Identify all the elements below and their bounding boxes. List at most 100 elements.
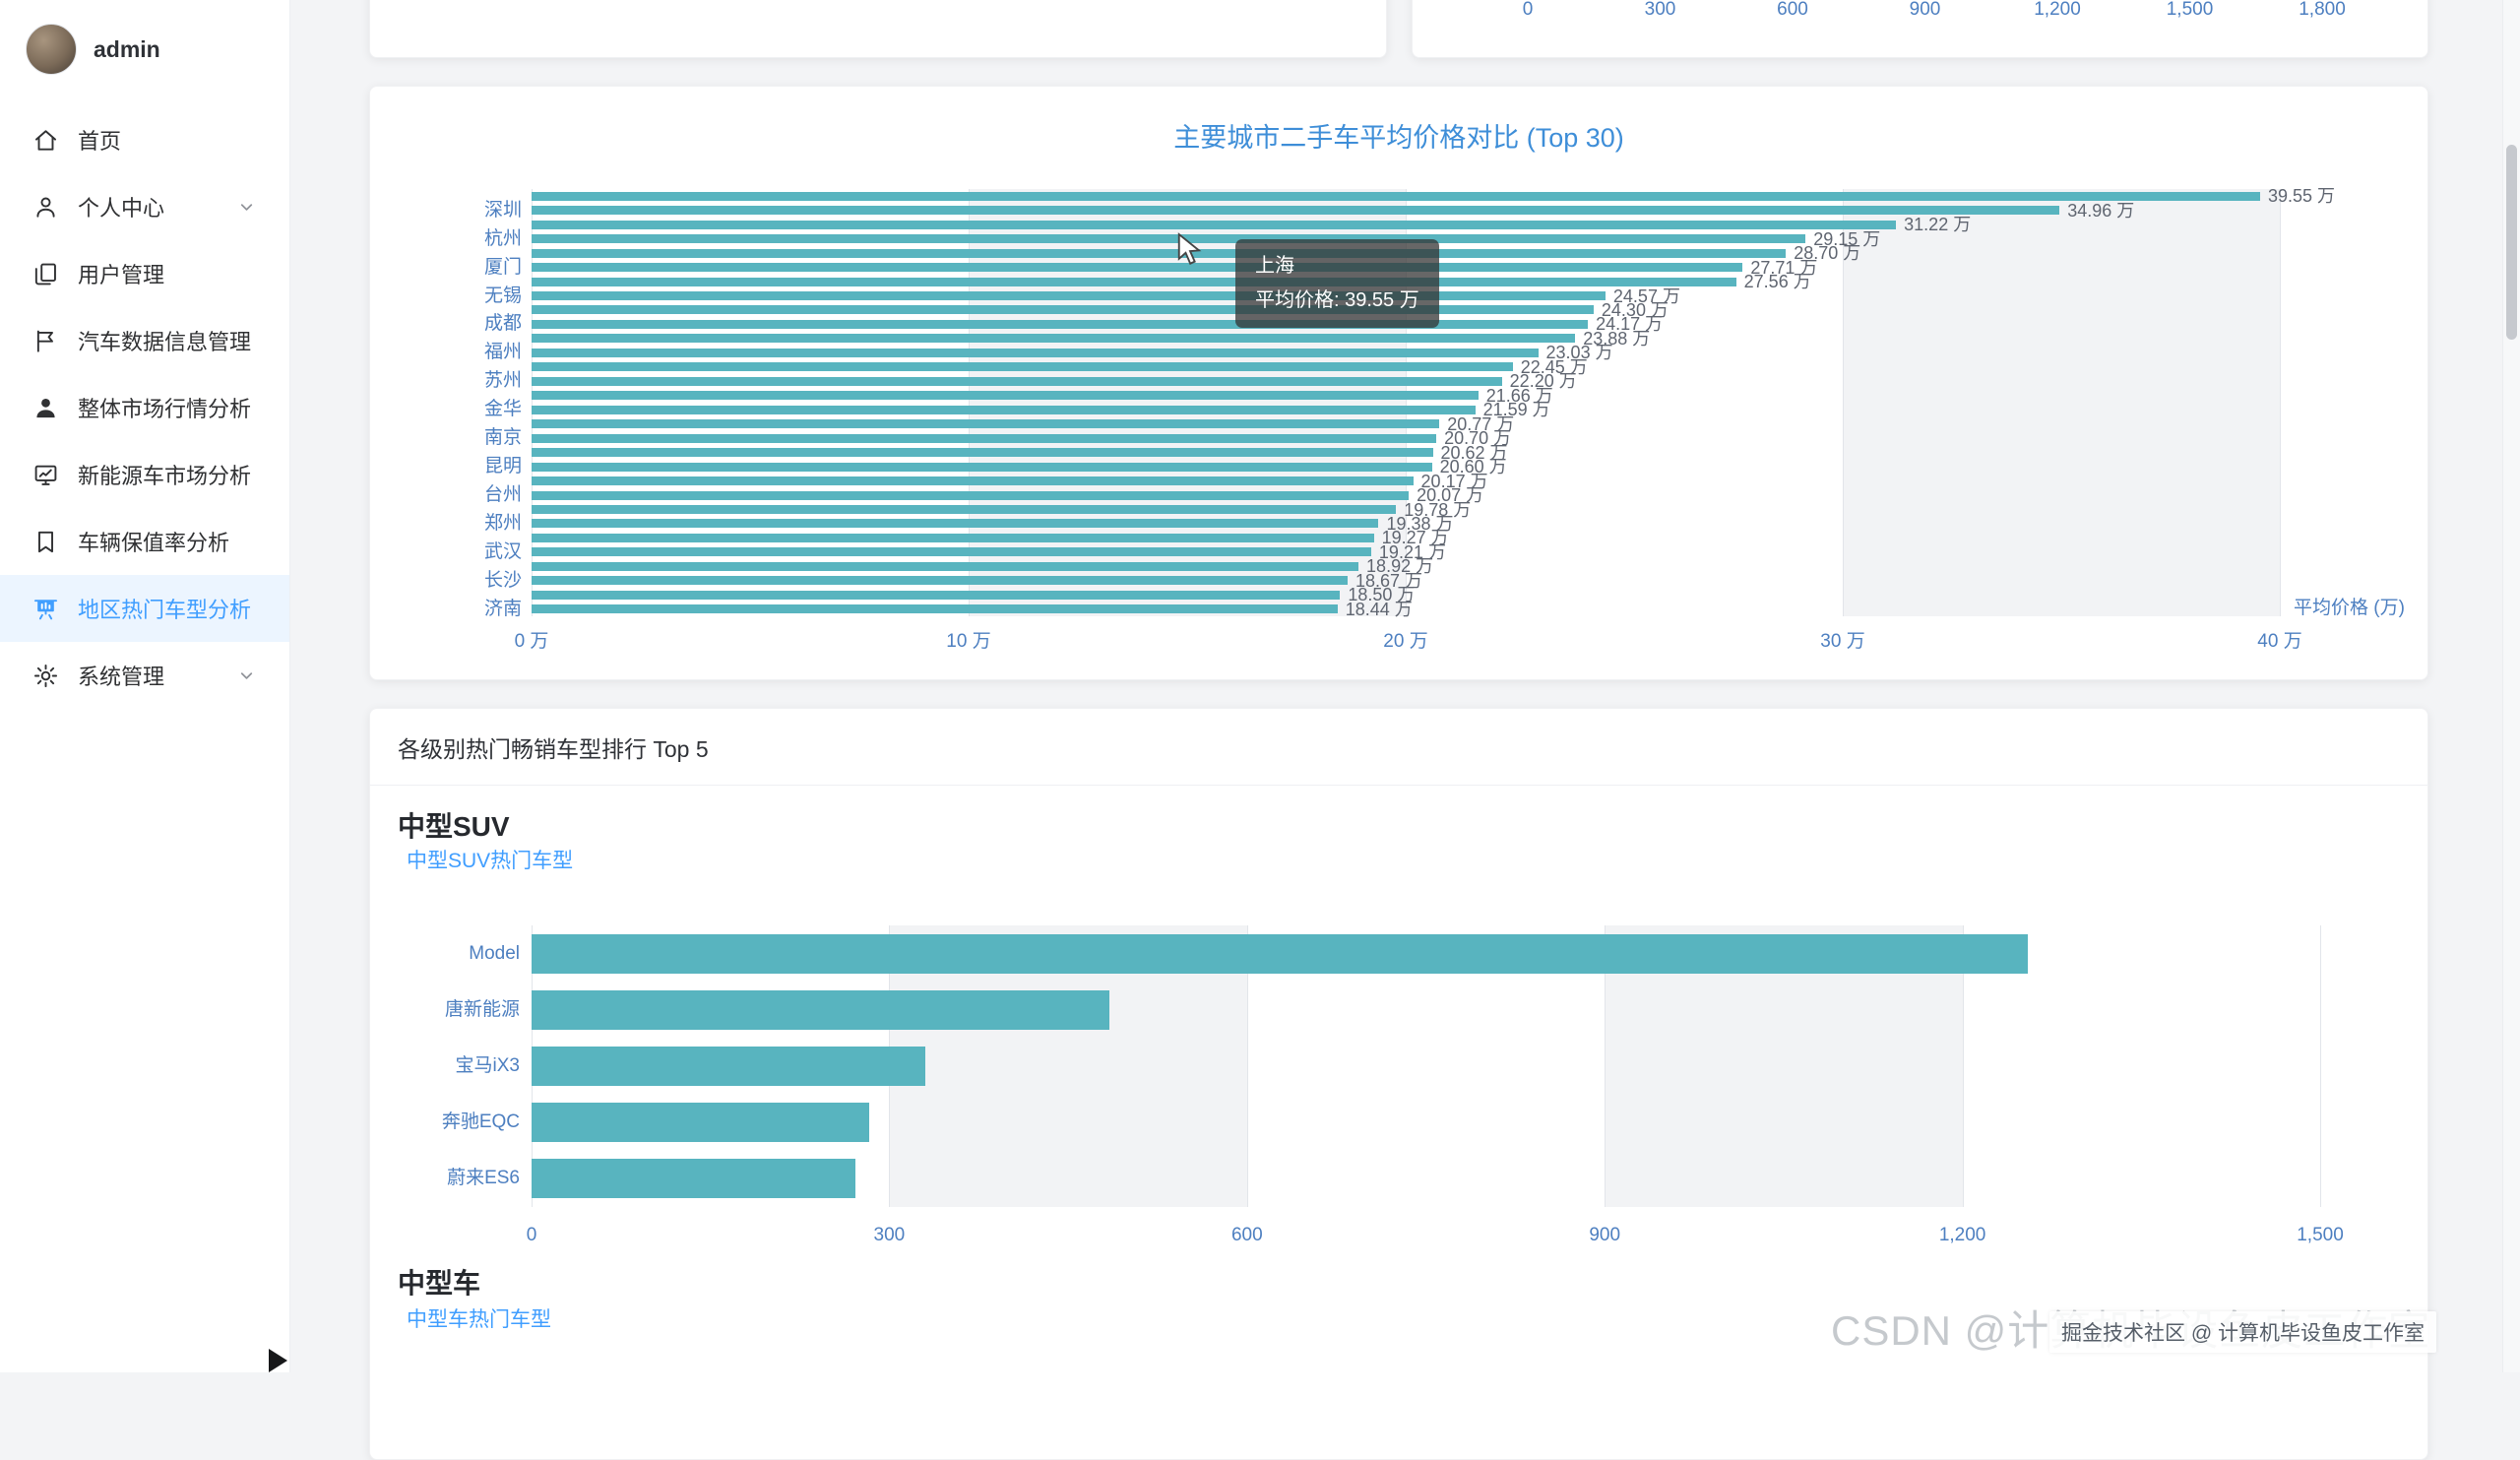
y-axis-label: 蔚来ES6: [447, 1168, 520, 1189]
bar[interactable]: [532, 576, 1348, 586]
bar[interactable]: [532, 448, 1433, 458]
sidebar-item-regional-hot-models[interactable]: 地区热门车型分析: [0, 575, 289, 642]
home-icon: [34, 129, 57, 151]
bar[interactable]: [532, 490, 1410, 500]
gridline: [1406, 189, 1407, 616]
bar[interactable]: [532, 191, 2261, 201]
x-axis-tick: 300: [873, 1225, 906, 1245]
sidebar-item-car-data[interactable]: 汽车数据信息管理: [0, 307, 289, 374]
bar[interactable]: [532, 277, 1736, 286]
x-axis-tick: 0: [526, 1225, 537, 1245]
bar-value-label: 23.88 万: [1583, 328, 1651, 349]
scrollbar-track[interactable]: [2502, 0, 2520, 1372]
y-axis-label: Model: [469, 942, 520, 964]
sidebar-collapse-handle[interactable]: [269, 1349, 287, 1372]
gridline: [1605, 925, 1606, 1207]
bar[interactable]: [532, 1047, 925, 1086]
gridline: [532, 189, 533, 616]
price-chart-y-axis: 深圳 杭州 厦门 无锡 成都 福州 苏州 金华 南京 昆明 台州 郑州 武汉 长沙 济南: [370, 189, 522, 619]
bar-value-label: 19.27 万: [1381, 528, 1449, 548]
x-axis-tick: 900: [1589, 1225, 1621, 1245]
gridline: [969, 189, 970, 616]
sidebar-item-label: 地区热门车型分析: [78, 598, 252, 622]
sidebar-item-profile[interactable]: 个人中心: [0, 173, 289, 240]
bar[interactable]: [532, 234, 1806, 244]
avatar: [26, 24, 77, 75]
bar[interactable]: [532, 319, 1589, 329]
sidebar-menu: 首页 个人中心 用户管理 汽车数据信息管理 整体市场行情分析 新能源车市场分析 …: [0, 106, 289, 709]
bar-value-label: 21.66 万: [1485, 385, 1553, 406]
bar-value-label: 18.67 万: [1354, 570, 1422, 591]
bar[interactable]: [532, 519, 1379, 529]
bar-value-label: 29.15 万: [1813, 228, 1881, 249]
midsize-car-link[interactable]: 中型车热门车型: [407, 1308, 551, 1331]
sidebar-item-market-analysis[interactable]: 整体市场行情分析: [0, 374, 289, 441]
bar[interactable]: [532, 220, 1897, 229]
bar-value-label: 22.45 万: [1520, 356, 1588, 377]
sidebar-item-label: 车辆保值率分析: [78, 531, 230, 555]
sidebar-item-nev-analysis[interactable]: 新能源车市场分析: [0, 441, 289, 508]
x-axis-tick: 20 万: [1383, 631, 1428, 652]
bar[interactable]: [532, 533, 1374, 542]
bar[interactable]: [532, 561, 1359, 571]
chart-title: 主要城市二手车平均价格对比 (Top 30): [1173, 123, 1624, 153]
y-axis-label: 宝马iX3: [455, 1055, 520, 1076]
bar[interactable]: [532, 263, 1743, 273]
sidebar-item-label: 整体市场行情分析: [78, 397, 252, 421]
bar[interactable]: [532, 206, 2060, 216]
midsize-suv-link[interactable]: 中型SUV热门车型: [407, 850, 574, 872]
x-axis-tick: 1,800: [2299, 0, 2346, 20]
bar[interactable]: [532, 433, 1437, 443]
price-chart-plot[interactable]: 39.55 万 34.96 万 31.22 万 29.15 万 28.70 万 27.71…: [532, 186, 2335, 619]
scrollbar-thumb[interactable]: [2506, 145, 2517, 340]
bar[interactable]: [532, 505, 1397, 514]
y-axis-label: 长沙: [483, 569, 522, 591]
sidebar-item-label: 汽车数据信息管理: [78, 330, 252, 354]
gridline: [2280, 189, 2281, 616]
bar[interactable]: [532, 933, 2029, 974]
bar[interactable]: [532, 291, 1606, 300]
bar[interactable]: [532, 547, 1371, 557]
rank-chart-plot[interactable]: [532, 925, 2321, 1207]
mouse-cursor-icon: [1175, 232, 1205, 273]
bar[interactable]: [532, 376, 1502, 386]
bar[interactable]: [532, 462, 1432, 472]
bar[interactable]: [532, 362, 1513, 372]
bar[interactable]: [532, 348, 1539, 357]
chevron-down-icon: [240, 203, 253, 211]
bar[interactable]: [532, 419, 1440, 429]
y-axis-label: 唐新能源: [444, 998, 520, 1020]
bar-value-label: 27.71 万: [1750, 257, 1818, 278]
bar[interactable]: [532, 405, 1476, 414]
y-axis-label: 南京: [483, 427, 522, 449]
sidebar-item-home[interactable]: 首页: [0, 106, 289, 173]
y-axis-label: 深圳: [483, 199, 522, 221]
y-axis-label: 武汉: [483, 540, 522, 562]
partial-chart-x-axis: 0 300 600 900 1,200 1,500 1,800: [1413, 0, 2427, 25]
bar-value-label: 20.77 万: [1447, 413, 1515, 434]
bar[interactable]: [532, 1103, 869, 1143]
bar-value-label: 18.92 万: [1366, 556, 1434, 577]
x-axis-tick: 10 万: [946, 631, 991, 652]
sidebar-item-label: 用户管理: [78, 263, 165, 287]
x-axis-tick: 1,500: [2297, 1225, 2344, 1245]
bar[interactable]: [532, 590, 1341, 600]
bar[interactable]: [532, 1159, 856, 1199]
bar[interactable]: [532, 248, 1787, 258]
sidebar-item-user-management[interactable]: 用户管理: [0, 240, 289, 307]
bar-value-label: 18.44 万: [1345, 599, 1413, 619]
bar[interactable]: [532, 476, 1414, 486]
bar[interactable]: [532, 334, 1576, 344]
bar[interactable]: [532, 989, 1110, 1030]
y-axis-label: 福州: [483, 342, 522, 363]
y-axis-label: 昆明: [483, 456, 522, 477]
price-chart-x-axis: 0 万 10 万 20 万 30 万 40 万: [515, 626, 2302, 652]
bar[interactable]: [532, 391, 1479, 401]
rank-chart-y-axis: Model 唐新能源 宝马iX3 奔驰EQC 蔚来ES6: [370, 925, 520, 1207]
sidebar-item-value-retention[interactable]: 车辆保值率分析: [0, 508, 289, 575]
bar[interactable]: [532, 305, 1594, 315]
sidebar-item-system-management[interactable]: 系统管理: [0, 642, 289, 709]
x-axis-name: 平均价格 (万): [2294, 598, 2405, 618]
bar[interactable]: [532, 604, 1338, 614]
bar-value-label: 19.38 万: [1386, 513, 1454, 534]
